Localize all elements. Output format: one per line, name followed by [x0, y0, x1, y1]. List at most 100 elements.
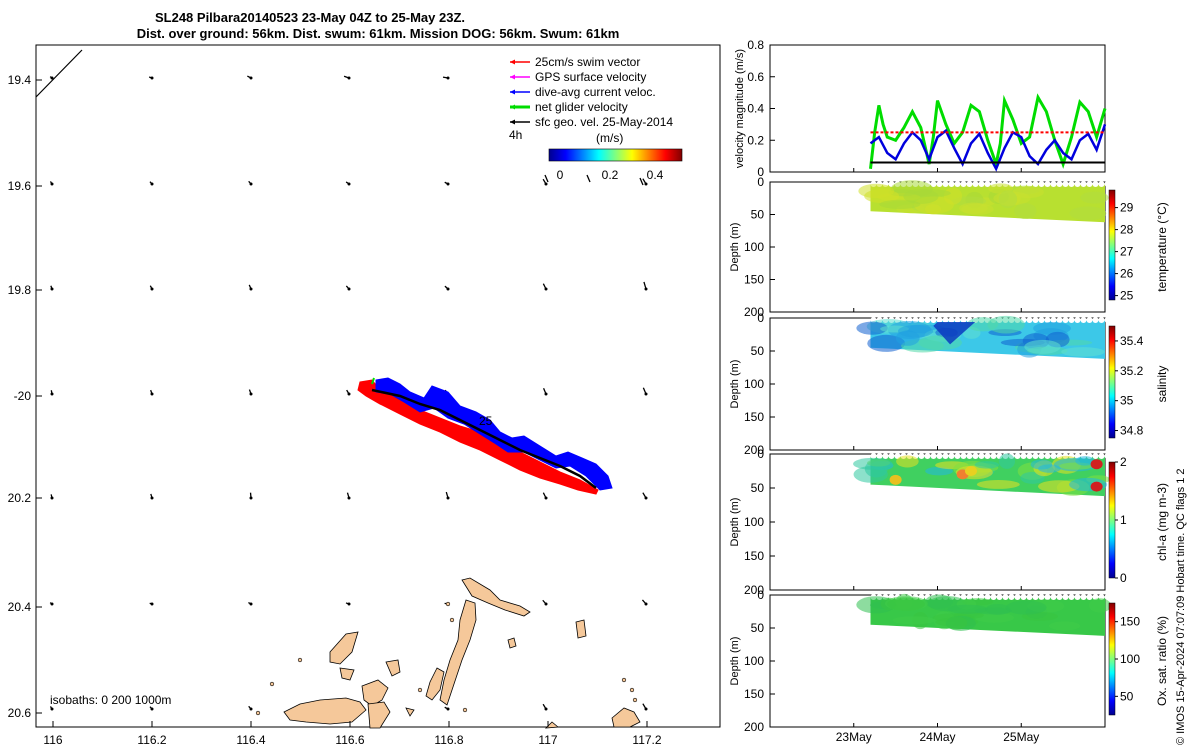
profile-notch	[1068, 180, 1075, 187]
legend-sample-arrow	[639, 177, 644, 186]
surface-arrow-head	[150, 182, 154, 186]
profile-notch	[1020, 593, 1027, 600]
islet	[255, 710, 261, 716]
field-patch	[998, 190, 1018, 209]
speed-colorbar-tick: 0	[557, 168, 564, 182]
depth-colorbar	[1108, 602, 1116, 716]
title-line-2: Dist. over ground: 56km. Dist. swum: 61k…	[137, 26, 620, 41]
field-patch	[1038, 480, 1080, 493]
surface-arrow-head	[644, 287, 648, 291]
field-patch	[925, 466, 953, 476]
profile-notch	[960, 180, 967, 187]
depth-y-tick-label: 150	[744, 273, 764, 287]
speed-colorbar-ticks: 0 0.2 0.4	[544, 168, 664, 186]
land-polygon	[461, 577, 531, 617]
depth-y-tick-label: 0	[757, 175, 764, 189]
map-x-tick-label: 117	[538, 733, 557, 747]
profile-notch	[1086, 180, 1093, 187]
field-patch	[1033, 321, 1071, 335]
profile-notch	[984, 453, 991, 460]
profile-notch	[1014, 180, 1021, 187]
surface-arrow-head	[50, 392, 54, 396]
depth-y-label: Depth (m)	[729, 637, 741, 686]
depth-colorbar-tick-label: 34.8	[1120, 424, 1144, 438]
profile-notch	[876, 453, 883, 460]
depth-y-tick-label: 150	[744, 410, 764, 424]
islet	[449, 617, 455, 623]
land-polygon	[425, 667, 445, 701]
profile-notch	[1074, 593, 1081, 600]
profile-notch	[960, 453, 967, 460]
land-polygon	[367, 701, 391, 729]
surface-arrow-head	[347, 602, 351, 606]
depth-colorbar-tick-label: 150	[1120, 615, 1140, 629]
profile-notch	[1062, 316, 1069, 323]
field-patch	[853, 466, 888, 483]
map-y-tick-label: 20.6	[8, 706, 32, 720]
profile-notch	[1056, 180, 1063, 187]
depth-colorbar-tick-label: 25	[1120, 289, 1134, 303]
map-y-tick-label: 19.4	[8, 73, 32, 87]
land-polygon	[544, 721, 560, 729]
land-polygon	[439, 599, 477, 706]
field-patch	[974, 461, 1000, 469]
map-y-ticks: 19.4 19.6 19.8 -20 20.2 20.4 20.6	[8, 73, 42, 720]
surface-arrow-head	[544, 287, 548, 291]
profile-notch	[1020, 180, 1027, 187]
surface-arrow-head	[150, 496, 154, 500]
islet	[269, 681, 275, 687]
profile-notch	[984, 180, 991, 187]
velocity-series-line	[869, 93, 1107, 170]
depth-colorbar-label: salinity	[1155, 366, 1169, 403]
map-y-tick-label: -20	[14, 389, 32, 403]
field-patch	[867, 334, 906, 352]
surface-arrow-head	[544, 182, 548, 186]
profile-notch	[1098, 180, 1105, 187]
profile-notch	[972, 180, 979, 187]
profile-notch	[1026, 593, 1033, 600]
field-patch	[985, 603, 1011, 615]
profile-notch	[936, 453, 943, 460]
land-polygon	[507, 637, 517, 649]
surface-arrow-head	[150, 707, 154, 711]
profile-notch	[990, 593, 997, 600]
profile-notch	[1056, 593, 1063, 600]
field-patch	[879, 199, 921, 209]
profile-notch	[930, 180, 937, 187]
land-area	[255, 577, 641, 729]
map-y-tick-label: 20.4	[8, 600, 32, 614]
map-x-tick-label: 116	[43, 733, 62, 747]
speed-colorbar	[548, 148, 683, 162]
depth-y-tick-label: 200	[744, 443, 764, 457]
map-y-tick-label: 20.2	[8, 491, 32, 505]
surface-arrow-head	[347, 182, 351, 186]
net-track-line	[371, 388, 597, 489]
map-x-ticks: 116 116.2 116.4 116.6 116.8 117 117.2	[43, 721, 662, 747]
velocity-y-tick-label: 0.4	[747, 102, 764, 116]
profile-notch	[948, 316, 955, 323]
profile-notch	[942, 180, 949, 187]
profile-notch	[960, 316, 967, 323]
depth-y-tick-label: 150	[744, 687, 764, 701]
depth-y-tick-label: 100	[744, 654, 764, 668]
profile-notch	[1050, 593, 1057, 600]
velocity-y-tick-label: 0	[757, 165, 764, 179]
field-patch	[892, 616, 935, 625]
profile-notch	[1044, 593, 1051, 600]
profile-notch	[1032, 316, 1039, 323]
profile-notch	[990, 453, 997, 460]
depth-y-tick-label: 200	[744, 305, 764, 319]
profile-notch	[966, 453, 973, 460]
profile-notch	[1002, 593, 1009, 600]
field-patch	[1014, 203, 1037, 220]
profile-notch	[1062, 593, 1069, 600]
profile-notch	[966, 593, 973, 600]
profile-notch	[996, 593, 1003, 600]
profile-notch	[1086, 316, 1093, 323]
velocity-y-label: velocity magnitude (m/s)	[734, 49, 746, 168]
profile-notch	[942, 453, 949, 460]
profile-notch	[1026, 316, 1033, 323]
profile-notch	[1050, 316, 1057, 323]
profile-notch	[1038, 453, 1045, 460]
